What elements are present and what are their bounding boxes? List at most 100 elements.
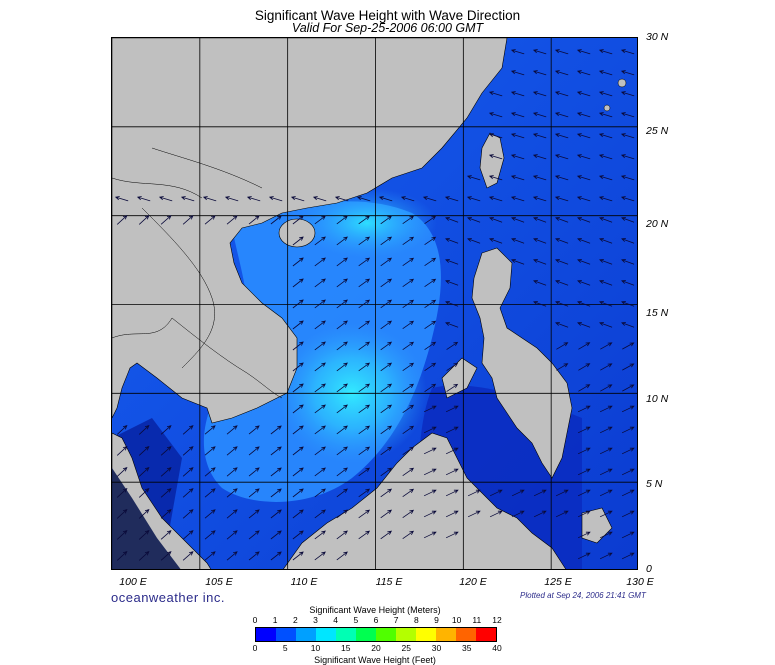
- wave-direction-arrow-icon: [138, 214, 150, 225]
- wave-direction-arrow-icon: [402, 362, 415, 372]
- colorbar-tick-meter: 6: [373, 615, 379, 625]
- colorbar-tick-meter: 2: [292, 615, 298, 625]
- colorbar-segment: [356, 628, 376, 641]
- wave-direction-arrow-icon: [160, 446, 172, 456]
- wave-direction-arrow-icon: [182, 215, 194, 225]
- wave-direction-arrow-icon: [577, 405, 591, 413]
- land-mainland: [112, 38, 508, 424]
- wave-direction-arrow-icon: [510, 70, 525, 76]
- wave-direction-arrow-icon: [138, 550, 150, 561]
- wave-direction-arrow-icon: [380, 278, 393, 288]
- colorbar-tick-feet: 40: [492, 643, 502, 653]
- wave-direction-arrow-icon: [268, 196, 283, 202]
- wave-direction-arrow-icon: [488, 175, 503, 181]
- wave-direction-arrow-icon: [314, 320, 326, 330]
- wave-direction-arrow-icon: [356, 196, 371, 202]
- wave-direction-arrow-icon: [577, 531, 591, 539]
- wave-direction-arrow-icon: [402, 257, 415, 267]
- wave-direction-arrow-icon: [620, 133, 635, 139]
- wave-direction-arrow-icon: [380, 425, 393, 435]
- wave-direction-arrow-icon: [116, 424, 128, 435]
- wave-direction-arrow-icon: [622, 384, 635, 392]
- wave-direction-arrow-icon: [270, 446, 282, 456]
- wave-direction-arrow-icon: [116, 529, 128, 540]
- wave-direction-arrow-icon: [182, 488, 194, 498]
- wave-direction-arrow-icon: [314, 404, 326, 414]
- lat-label-5n: 5 N: [646, 478, 663, 490]
- wave-direction-arrow-icon: [620, 112, 635, 118]
- wave-direction-arrow-icon: [510, 91, 525, 97]
- wave-direction-arrow-icon: [270, 551, 282, 561]
- wave-direction-arrow-icon: [533, 259, 547, 265]
- wave-direction-arrow-icon: [598, 91, 613, 97]
- wave-direction-arrows: [114, 49, 635, 561]
- wave-direction-arrow-icon: [445, 405, 459, 413]
- wave-direction-arrow-icon: [599, 280, 613, 286]
- wave-direction-arrow-icon: [358, 257, 371, 267]
- plotted-timestamp: Plotted at Sep 24, 2006 21:41 GMT: [520, 591, 646, 600]
- colorbar-segment: [476, 628, 496, 641]
- lon-label-130e: 130 E: [626, 576, 654, 588]
- wave-direction-arrow-icon: [204, 425, 216, 435]
- wave-direction-arrow-icon: [554, 91, 569, 97]
- wave-direction-arrow-icon: [358, 446, 371, 456]
- colorbar-segment: [376, 628, 396, 641]
- wave-direction-arrow-icon: [226, 530, 238, 540]
- wave-direction-arrow-icon: [466, 196, 481, 202]
- wave-direction-arrow-icon: [576, 70, 591, 76]
- wave-direction-arrow-icon: [248, 215, 260, 225]
- wave-direction-arrow-icon: [380, 215, 393, 225]
- wave-direction-arrow-icon: [578, 363, 591, 371]
- wave-direction-arrow-icon: [599, 405, 613, 413]
- wave-direction-arrow-icon: [621, 468, 635, 476]
- wave-direction-arrow-icon: [488, 112, 503, 118]
- wave-direction-arrow-icon: [248, 530, 260, 540]
- wave-direction-arrow-icon: [116, 466, 128, 477]
- wave-direction-arrow-icon: [380, 320, 393, 330]
- wave-direction-arrow-icon: [445, 238, 459, 244]
- wave-direction-arrow-icon: [532, 196, 547, 202]
- wave-direction-arrow-icon: [424, 215, 437, 225]
- wave-direction-arrow-icon: [314, 467, 326, 477]
- wave-direction-arrow-icon: [378, 196, 393, 202]
- wave-direction-arrow-icon: [336, 320, 348, 330]
- colorbar-title-feet: Significant Wave Height (Feet): [314, 655, 436, 665]
- wave-direction-arrow-icon: [380, 530, 393, 540]
- wave-direction-arrow-icon: [204, 446, 216, 456]
- wave-direction-arrow-icon: [248, 509, 260, 519]
- wave-direction-arrow-icon: [358, 299, 371, 309]
- wave-direction-arrow-icon: [336, 530, 348, 540]
- land-borneo: [283, 432, 567, 569]
- wave-direction-arrow-icon: [445, 322, 459, 328]
- wave-direction-arrow-icon: [600, 363, 613, 371]
- wave-direction-arrow-icon: [445, 489, 459, 497]
- wave-direction-arrow-icon: [510, 175, 525, 181]
- wave-direction-arrow-icon: [226, 215, 238, 225]
- wave-direction-arrow-icon: [314, 488, 326, 498]
- wave-direction-arrow-icon: [312, 196, 327, 202]
- wave-direction-arrow-icon: [380, 236, 393, 246]
- wave-direction-arrow-icon: [577, 280, 591, 286]
- wave-direction-arrow-icon: [292, 341, 304, 351]
- wave-direction-arrow-icon: [270, 467, 282, 477]
- wave-direction-arrow-icon: [116, 550, 128, 561]
- wave-direction-arrow-icon: [446, 341, 459, 350]
- wave-direction-arrow-icon: [270, 530, 282, 540]
- wave-direction-arrow-icon: [466, 175, 481, 181]
- wave-direction-arrow-icon: [314, 278, 326, 288]
- wave-direction-arrow-icon: [467, 510, 481, 518]
- wave-direction-arrow-icon: [576, 175, 591, 181]
- wave-direction-arrow-icon: [554, 133, 569, 139]
- wave-direction-arrow-icon: [182, 446, 194, 456]
- wave-direction-arrow-icon: [180, 196, 195, 202]
- wave-direction-arrow-icon: [204, 530, 216, 540]
- wave-direction-arrow-icon: [622, 363, 635, 371]
- wave-map[interactable]: [111, 37, 638, 570]
- wave-direction-arrow-icon: [445, 468, 459, 476]
- wave-direction-arrow-icon: [598, 154, 613, 160]
- wave-direction-arrow-icon: [314, 425, 326, 435]
- wave-direction-arrow-icon: [446, 383, 459, 392]
- wave-direction-arrow-icon: [599, 468, 613, 476]
- wave-direction-arrow-icon: [577, 259, 591, 265]
- wave-direction-arrow-icon: [292, 383, 304, 393]
